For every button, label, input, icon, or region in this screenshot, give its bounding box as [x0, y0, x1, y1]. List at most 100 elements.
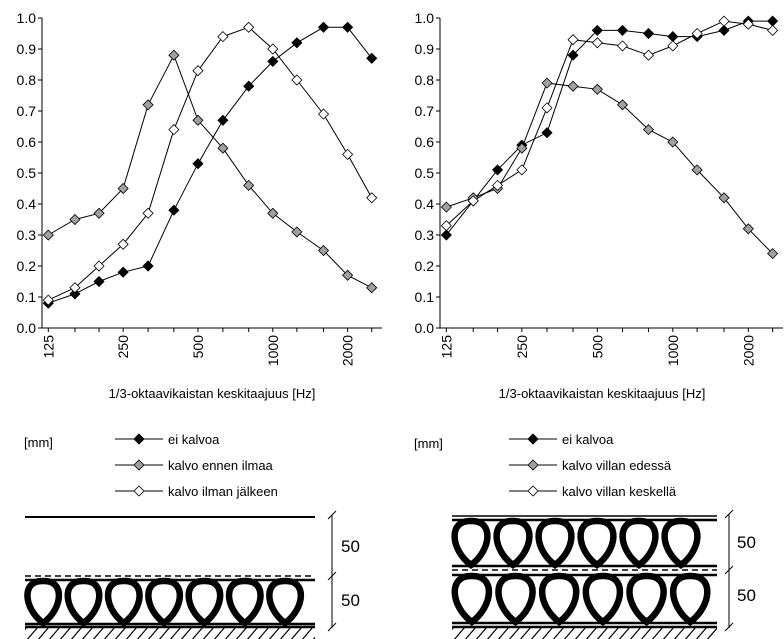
chart-left-y-tick-label: 0.9	[17, 41, 37, 57]
wall-hatch-stroke	[290, 626, 303, 639]
wool-fiber-loop	[185, 577, 224, 628]
wall-hatch-stroke	[695, 626, 708, 639]
legend-left-entry: kalvo ilman jälkeen	[115, 484, 278, 499]
chart-right-data-point	[516, 164, 528, 176]
diagram-right-dimension-label-bottom: 50	[737, 586, 756, 605]
wall-hatch-stroke	[169, 626, 182, 639]
chart-right-data-point	[567, 49, 579, 61]
wall-hatch-stroke	[464, 626, 477, 639]
diagram-left-dimension-label-bottom: 50	[341, 591, 360, 610]
chart-left-data-point	[142, 260, 154, 272]
chart-left-series-line	[48, 26, 373, 301]
wall-hatch-stroke	[618, 626, 631, 639]
chart-left-data-point	[243, 21, 255, 33]
chart-left-data-point	[217, 114, 229, 126]
chart-right-series-markers	[440, 15, 779, 260]
chart-right-data-point	[591, 24, 603, 36]
chart-left-data-point	[192, 114, 204, 126]
wall-hatch-stroke	[103, 626, 116, 639]
chart-left-data-point	[317, 108, 330, 120]
chart-right-data-point	[567, 80, 579, 92]
chart-left-data-point	[291, 74, 303, 86]
chart-right-data-point	[440, 229, 452, 241]
chart-right-data-point	[667, 136, 679, 148]
wall-hatch-stroke	[59, 626, 72, 639]
chart-right-data-point	[718, 24, 730, 36]
wall-hatch-stroke	[684, 626, 697, 639]
wall-hatch-stroke	[563, 626, 576, 639]
wall-hatch-stroke	[191, 626, 204, 639]
chart-left-data-point	[267, 55, 279, 67]
wall-hatch-stroke	[279, 626, 292, 639]
wool-fiber-loop	[626, 572, 667, 627]
wall-hatch-stroke	[629, 626, 642, 639]
wall-hatch-stroke	[541, 626, 554, 639]
wall-hatch-stroke	[552, 626, 565, 639]
chart-right-data-point	[491, 179, 504, 191]
legend-marker-icon	[133, 433, 145, 445]
chart-left-data-point	[93, 275, 105, 288]
wall-hatch-stroke	[213, 626, 226, 639]
diagram-left-dimensions	[327, 510, 337, 632]
chart-right-data-point	[767, 24, 779, 36]
chart-right-data-point	[541, 77, 553, 89]
chart-left-data-point	[366, 282, 378, 294]
wall-hatch-stroke	[25, 626, 28, 631]
wall-hatch-stroke	[202, 626, 215, 639]
chart-right-y-ticks: 0.0 0.1 0.2 0.3 0.4 0.5 0.6 0.7 0.8 0.9 1.0	[415, 10, 440, 336]
chart-right-data-point	[767, 15, 779, 27]
chart-right-data-point	[541, 127, 553, 139]
wall-hatch-stroke	[224, 626, 237, 639]
chart-right-y-tick-label: 1.0	[415, 10, 435, 26]
chart-left-data-point	[317, 244, 330, 257]
wall-hatch-stroke	[651, 626, 664, 639]
chart-left-data-point	[142, 99, 154, 111]
diagram-left-dimension-label-top: 50	[341, 537, 360, 556]
wall-hatch-stroke	[508, 626, 521, 639]
legend-marker-icon	[133, 459, 145, 471]
chart-right-data-point	[467, 195, 479, 207]
chart-left-data-point	[168, 204, 180, 216]
legend-left-entry: kalvo ennen ilmaa	[115, 458, 274, 473]
chart-left-data-point	[366, 52, 378, 64]
chart-right-data-point	[616, 99, 629, 111]
chart-right-data-point	[642, 124, 655, 136]
wall-hatch-stroke	[585, 626, 598, 639]
chart-left-data-point	[192, 158, 204, 170]
chart-right-data-point	[667, 40, 679, 52]
diagram-right-dimensions	[724, 509, 734, 632]
chart-right-y-tick-label: 0.2	[415, 258, 435, 274]
wall-hatch-stroke	[70, 626, 83, 639]
wall-hatch-stroke	[37, 626, 50, 639]
wall-hatch-stroke	[607, 626, 620, 639]
chart-right-data-point	[591, 83, 603, 95]
chart-left-y-tick-label: 0.2	[17, 258, 37, 274]
legend-marker-icon	[527, 459, 539, 471]
diagram-right-wool-layer-bottom	[451, 572, 717, 627]
chart-right-x-tick-label: 125	[438, 335, 454, 359]
chart-left-data-point	[69, 282, 81, 294]
legend-marker-icon	[527, 433, 539, 445]
diagram-right-dimension-tick-bottom	[724, 622, 734, 632]
chart-right-y-tick-label: 0.5	[415, 165, 435, 181]
wall-hatch-stroke	[596, 626, 609, 639]
wall-hatch-stroke	[268, 626, 281, 639]
wall-hatch-stroke	[180, 626, 193, 639]
chart-left-x-axis-label: 1/3-oktaavikaistan keskitaajuus [Hz]	[109, 386, 316, 401]
chart-left-data-point	[243, 179, 255, 191]
chart-right-data-point	[616, 24, 629, 36]
wall-hatch-stroke	[26, 626, 39, 639]
legend-left-entries: ei kalvoa kalvo ennen ilmaa kalvo ilman jä…	[115, 432, 278, 499]
chart-left-data-point	[42, 294, 54, 306]
wool-fiber-loop	[493, 517, 533, 570]
chart-left-y-tick-label: 0.5	[17, 165, 37, 181]
chart-left-series-line	[48, 53, 372, 289]
diagram-left-wool-layer	[24, 577, 315, 628]
chart-left-data-point	[93, 260, 105, 272]
diagram-left-dimension-tick-top	[327, 510, 337, 520]
chart-left-y-tick-label: 0.4	[17, 196, 37, 212]
legend-entry-label: kalvo ennen ilmaa	[168, 458, 274, 473]
wall-hatch-stroke	[81, 626, 94, 639]
legend-entry-label: kalvo villan edessä	[562, 458, 672, 473]
wool-fiber-loop	[104, 577, 143, 628]
